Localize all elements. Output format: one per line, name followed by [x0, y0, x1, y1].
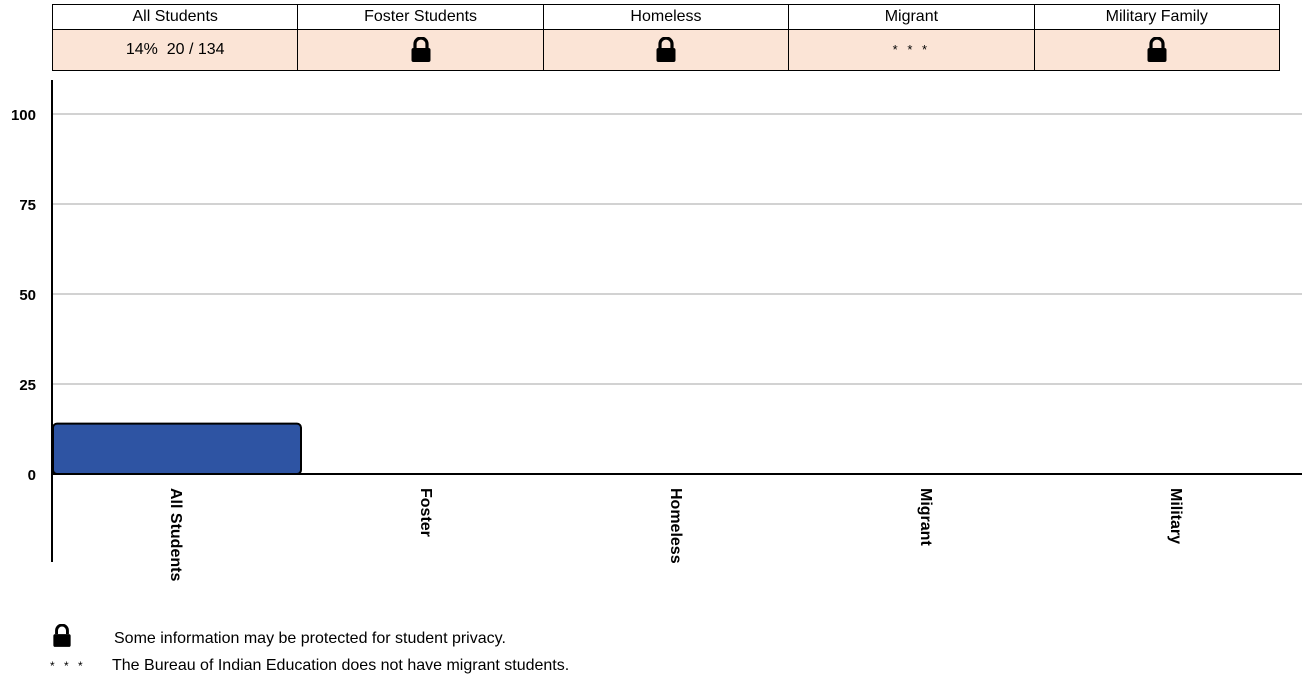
lock-icon	[655, 36, 677, 63]
footnote-stars-marker: * * *	[50, 659, 86, 673]
x-tick-label: Foster	[417, 488, 434, 537]
all-students-ratio: 20 / 134	[166, 41, 225, 58]
header-military-family: Military Family	[1033, 4, 1281, 30]
y-tick-label: 50	[19, 287, 36, 304]
x-tick-label: All Students	[167, 488, 184, 581]
lock-icon	[1146, 36, 1168, 63]
bars	[52, 422, 302, 476]
y-tick-label: 25	[19, 377, 36, 394]
summary-table: All Students Foster Students Homeless Mi…	[51, 4, 1281, 71]
grid-lines	[52, 113, 1302, 385]
cell-migrant: * * *	[788, 29, 1035, 71]
y-tick-label: 0	[28, 467, 36, 484]
header-homeless: Homeless	[542, 4, 790, 30]
y-tick-labels: 0 25 50 75 100	[11, 107, 36, 484]
header-migrant: Migrant	[788, 4, 1035, 30]
footnote-privacy-text: Some information may be protected for st…	[114, 629, 506, 647]
summary-value-row: 14% 20 / 134 * * *	[51, 29, 1281, 71]
x-tick-label: Migrant	[917, 488, 934, 546]
footnote-privacy: Some information may be protected for st…	[52, 623, 506, 653]
all-students-percent: 14%	[125, 41, 158, 58]
footnote-migrant-text: The Bureau of Indian Education does not …	[112, 657, 570, 674]
cell-homeless	[542, 29, 790, 71]
cell-foster-students	[297, 29, 544, 71]
header-foster-students: Foster Students	[297, 4, 544, 30]
header-all-students: All Students	[51, 4, 299, 30]
cell-all-students: 14% 20 / 134	[51, 29, 299, 71]
y-tick-label: 75	[19, 197, 36, 214]
lock-icon	[52, 623, 114, 653]
migrant-stars: * * *	[892, 42, 931, 57]
cell-military-family	[1033, 29, 1281, 71]
x-tick-labels: All Students Foster Homeless Migrant Militar…	[167, 488, 1184, 581]
footnote-migrant: * * * The Bureau of Indian Education doe…	[50, 657, 570, 675]
y-tick-label: 100	[11, 107, 36, 124]
lock-icon	[410, 36, 432, 63]
x-tick-label: Homeless	[667, 488, 684, 564]
bar-chart: 0 25 50 75 100 All Students Foster Homeless Mig…	[11, 80, 1302, 581]
axes	[51, 80, 1302, 562]
summary-header-row: All Students Foster Students Homeless Mi…	[51, 4, 1281, 30]
bar-all-students	[52, 422, 302, 476]
x-tick-label: Military	[1167, 488, 1184, 544]
